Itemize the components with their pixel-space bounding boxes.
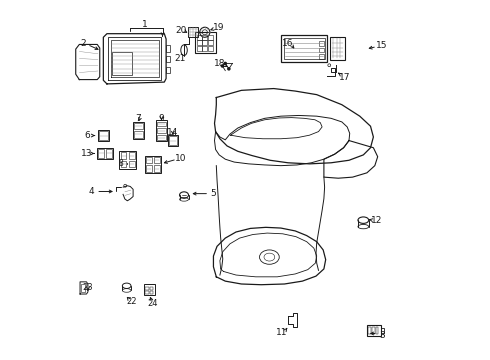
Bar: [195, 32, 216, 53]
Bar: [146, 165, 151, 172]
Text: 19: 19: [213, 23, 224, 32]
Bar: [144, 284, 155, 296]
Bar: [197, 46, 202, 50]
Circle shape: [221, 65, 223, 67]
Bar: [149, 287, 153, 290]
Bar: [202, 35, 207, 40]
Text: 17: 17: [339, 73, 350, 82]
Bar: [375, 327, 378, 334]
Bar: [134, 131, 143, 138]
Bar: [381, 328, 384, 333]
Bar: [281, 35, 327, 62]
Bar: [98, 149, 104, 158]
Bar: [157, 122, 166, 126]
Bar: [121, 161, 126, 167]
Bar: [99, 131, 108, 140]
Bar: [197, 40, 202, 45]
Bar: [112, 51, 132, 75]
Text: 5: 5: [211, 189, 216, 198]
Bar: [169, 136, 177, 145]
Bar: [120, 151, 136, 168]
Text: 11: 11: [276, 328, 288, 337]
Text: 23: 23: [82, 283, 93, 292]
Bar: [202, 40, 207, 45]
Bar: [368, 327, 371, 334]
Bar: [149, 291, 153, 294]
Bar: [129, 161, 135, 167]
Bar: [208, 46, 213, 50]
Bar: [166, 67, 170, 73]
Text: 12: 12: [371, 216, 382, 225]
Bar: [318, 48, 324, 52]
Bar: [157, 129, 166, 133]
Text: 6: 6: [84, 131, 90, 140]
Circle shape: [228, 68, 230, 70]
Text: 24: 24: [147, 298, 158, 307]
Bar: [106, 149, 112, 158]
Bar: [168, 135, 178, 146]
Bar: [145, 156, 161, 173]
Text: 21: 21: [174, 54, 185, 63]
Bar: [208, 40, 213, 45]
Text: 15: 15: [375, 41, 387, 50]
Text: 2: 2: [81, 39, 86, 48]
Bar: [146, 287, 148, 290]
Bar: [367, 325, 381, 336]
Bar: [208, 35, 213, 40]
Bar: [154, 157, 160, 163]
Text: 8: 8: [119, 159, 123, 168]
Text: 13: 13: [81, 149, 92, 158]
Bar: [188, 27, 198, 37]
Text: 7: 7: [136, 114, 142, 123]
Bar: [284, 38, 324, 59]
Text: 22: 22: [126, 297, 137, 306]
Bar: [134, 123, 143, 129]
Bar: [157, 135, 166, 140]
Bar: [318, 41, 324, 46]
Text: 20: 20: [175, 26, 187, 35]
Bar: [372, 327, 375, 334]
Text: 1: 1: [142, 19, 147, 28]
Bar: [81, 284, 85, 292]
Bar: [133, 122, 144, 139]
Bar: [197, 35, 202, 40]
Bar: [154, 165, 160, 172]
Bar: [146, 291, 148, 294]
Bar: [202, 46, 207, 50]
Circle shape: [224, 62, 226, 64]
Text: 10: 10: [175, 154, 186, 163]
Text: 3: 3: [379, 331, 385, 340]
Text: 18: 18: [214, 59, 226, 68]
Bar: [97, 148, 113, 159]
Bar: [166, 56, 170, 62]
Bar: [98, 130, 109, 141]
Bar: [318, 54, 324, 59]
Bar: [166, 45, 170, 51]
Text: 4: 4: [89, 187, 95, 196]
Text: 14: 14: [167, 128, 179, 137]
Bar: [129, 152, 135, 159]
Bar: [146, 157, 151, 163]
Text: 16: 16: [282, 39, 293, 48]
Bar: [330, 37, 344, 60]
Text: 9: 9: [159, 114, 164, 123]
Bar: [156, 121, 167, 141]
Bar: [121, 152, 126, 159]
